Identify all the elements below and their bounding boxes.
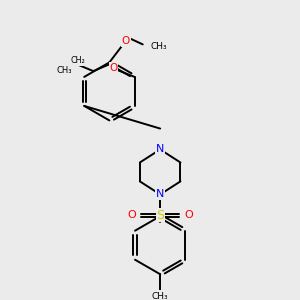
Text: N: N	[156, 189, 164, 200]
Text: O: O	[127, 210, 136, 220]
Text: O: O	[122, 37, 130, 46]
Text: N: N	[156, 144, 164, 154]
Text: CH₂: CH₂	[70, 56, 85, 65]
Text: CH₃: CH₃	[151, 42, 167, 51]
Text: CH₃: CH₃	[152, 292, 169, 300]
Text: CH₃: CH₃	[56, 66, 72, 75]
Text: O: O	[110, 63, 118, 73]
Text: S: S	[156, 209, 164, 222]
Text: O: O	[184, 210, 193, 220]
